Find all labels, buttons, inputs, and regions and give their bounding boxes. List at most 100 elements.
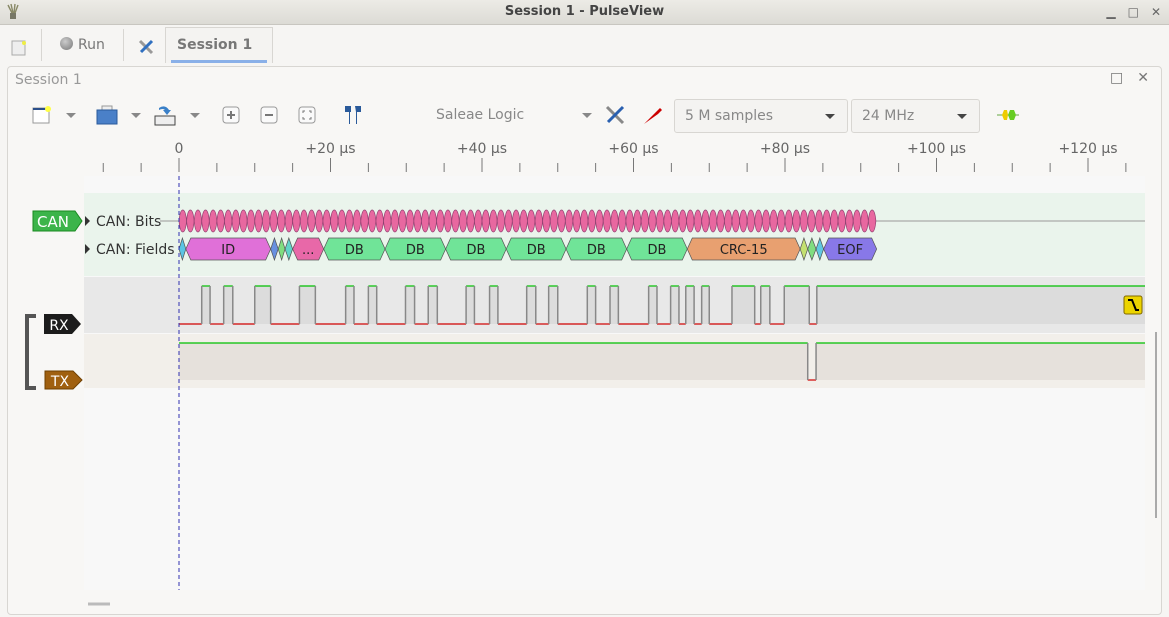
bit-annotation: [504, 209, 513, 233]
settings-button[interactable]: [137, 35, 155, 71]
bit-annotation: [390, 209, 400, 233]
signal-high-fill: [648, 286, 657, 324]
new-window-button[interactable]: [11, 35, 27, 71]
open-dropdown[interactable]: [131, 113, 141, 118]
bit-annotation: [345, 209, 354, 233]
bit-annotation: [580, 209, 589, 233]
open-button[interactable]: [96, 103, 118, 127]
bit-annotation: [466, 209, 475, 233]
bit-annotation: [511, 209, 521, 233]
bit-annotation: [777, 209, 786, 233]
bit-annotation: [724, 209, 733, 233]
bit-annotation: [451, 209, 460, 233]
bit-annotation: [224, 209, 233, 233]
new-view-icon: [32, 106, 51, 124]
signal-high-fill: [526, 286, 536, 324]
signal-high-fill: [405, 286, 415, 324]
bit-annotation: [625, 209, 634, 233]
float-button[interactable]: □: [1110, 70, 1124, 86]
bit-annotation: [534, 209, 543, 233]
bit-annotation: [587, 209, 596, 233]
bit-annotation: [216, 209, 225, 233]
probe-icon: [644, 108, 662, 124]
minimize-button[interactable]: ▁: [1106, 5, 1116, 19]
signal-high-fill: [784, 286, 810, 324]
field-label: DB: [527, 243, 546, 258]
signal-high-fill: [548, 286, 558, 324]
bit-annotation: [769, 209, 778, 233]
expand-row-icon: [85, 244, 90, 254]
signal-high-fill: [610, 286, 619, 324]
bit-annotation: [496, 209, 506, 233]
bit-annotation: [201, 209, 210, 233]
zoom-out-button[interactable]: [260, 103, 278, 127]
tools-icon: [605, 105, 625, 125]
new-view-button[interactable]: [32, 103, 52, 127]
device-dropdown[interactable]: [582, 113, 592, 118]
bit-annotation: [284, 209, 293, 233]
bit-annotation: [330, 209, 339, 233]
bit-annotation: [481, 209, 490, 233]
bit-annotation: [572, 209, 581, 233]
ruler-label: +80 µs: [760, 141, 810, 157]
zoom-fit-button[interactable]: [298, 103, 316, 127]
new-view-dropdown[interactable]: [66, 113, 76, 118]
samplerate-select[interactable]: 24 MHz: [851, 99, 980, 133]
tab-session-1[interactable]: Session 1 ✕: [165, 27, 273, 87]
bit-annotation: [299, 209, 309, 233]
bit-annotation: [648, 209, 657, 233]
save-button[interactable]: [154, 103, 176, 127]
zoom-out-icon: [260, 106, 278, 124]
bit-annotation: [178, 209, 187, 233]
signal-high-fill: [466, 286, 475, 324]
session-toolbar: Saleae Logic 5 M samples 24 MHz: [8, 97, 1161, 137]
new-window-icon: [11, 40, 26, 56]
bit-annotation: [314, 209, 324, 233]
bit-annotation: [428, 209, 437, 233]
run-button[interactable]: Run: [60, 28, 105, 64]
channel-badge-tx: [44, 370, 83, 390]
device-selector[interactable]: Saleae Logic: [436, 107, 525, 123]
maximize-button[interactable]: □: [1127, 5, 1139, 19]
bit-annotation: [277, 209, 286, 233]
bit-annotation: [474, 209, 483, 233]
device-config-button[interactable]: [604, 103, 626, 127]
expand-row-icon: [85, 216, 90, 226]
bit-annotation: [701, 209, 710, 233]
field-label: DB: [406, 243, 425, 258]
bit-annotation: [292, 209, 301, 233]
bit-annotation: [375, 209, 384, 233]
ruler-label: +100 µs: [907, 141, 966, 157]
bit-annotation: [860, 209, 869, 233]
channel-name: TX: [50, 374, 70, 390]
field-label: CRC-15: [720, 243, 768, 258]
bit-annotation: [814, 209, 824, 233]
ruler-label: 0: [175, 141, 184, 157]
save-dropdown[interactable]: [190, 113, 200, 118]
zoom-in-button[interactable]: [222, 103, 240, 127]
bit-annotation: [231, 209, 240, 233]
signal-high-fill: [428, 286, 438, 324]
cursors-button[interactable]: [342, 103, 364, 127]
close-window-button[interactable]: ✕: [1150, 5, 1161, 19]
bit-annotation: [352, 209, 362, 233]
signal-high-fill: [223, 286, 233, 324]
close-session-button[interactable]: ✕: [1137, 70, 1149, 86]
field-label: DB: [466, 243, 485, 258]
sample-count-select[interactable]: 5 M samples: [674, 99, 848, 133]
folder-open-icon: [96, 105, 118, 125]
bit-annotation: [527, 209, 536, 233]
decoder-row-label: CAN: Fields: [96, 242, 175, 258]
signal-high-fill: [201, 286, 211, 324]
signal-high-fill: [816, 286, 1145, 324]
bit-annotation: [269, 209, 278, 233]
pulseview-logo-icon: [7, 3, 19, 19]
field-label: DB: [587, 243, 606, 258]
bit-annotation: [398, 209, 407, 233]
signal-high-fill: [299, 286, 316, 324]
bit-annotation: [436, 209, 445, 233]
add-decoder-button[interactable]: [996, 103, 1020, 127]
trigger-falling-edge-icon[interactable]: [1123, 295, 1143, 315]
probe-config-button[interactable]: [642, 103, 664, 127]
